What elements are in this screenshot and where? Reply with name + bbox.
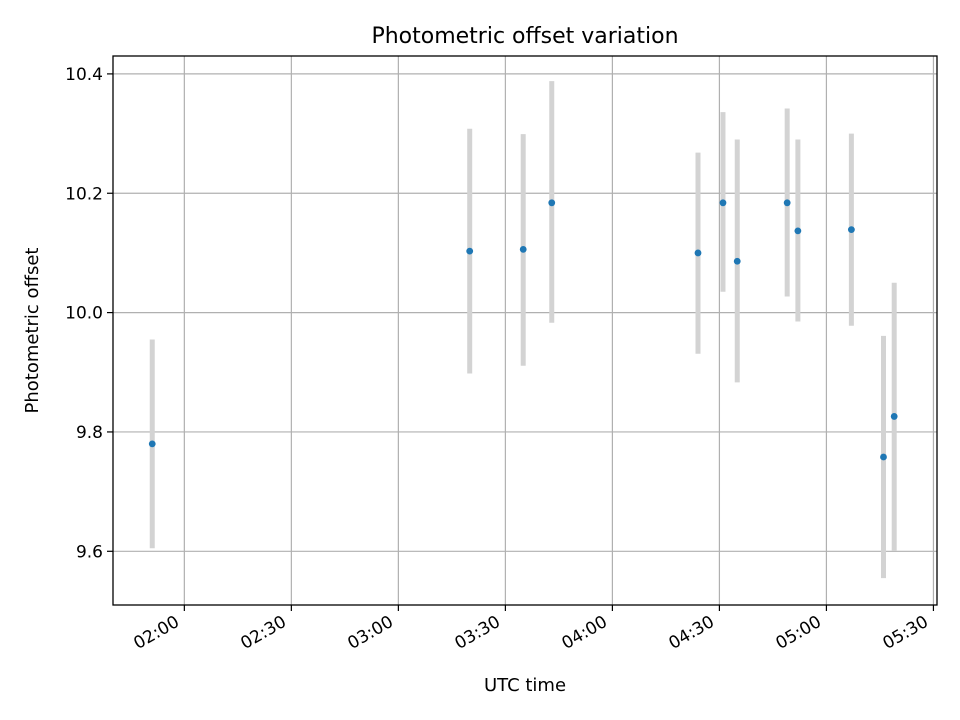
- x-tick-label: 05:00: [772, 612, 824, 654]
- data-points: [148, 199, 898, 461]
- x-axis-label: UTC time: [484, 675, 566, 696]
- data-point: [880, 453, 887, 461]
- x-tick-label: 02:30: [237, 612, 289, 654]
- data-point: [466, 247, 474, 255]
- y-tick-label: 9.6: [76, 542, 103, 562]
- x-tick-label: 03:30: [451, 612, 503, 654]
- data-point: [794, 227, 802, 235]
- y-axis-ticks: 9.6 9.8 10.0 10.2 10.4: [65, 65, 113, 562]
- error-bars: [149, 81, 897, 579]
- y-tick-label: 9.8: [76, 423, 103, 443]
- x-tick-label: 02:00: [130, 612, 182, 654]
- y-tick-label: 10.2: [65, 184, 103, 204]
- x-tick-label: 04:30: [665, 612, 717, 654]
- data-point: [847, 226, 855, 234]
- data-point: [719, 199, 727, 207]
- grid: [113, 56, 937, 605]
- chart-title: Photometric offset variation: [371, 24, 678, 49]
- data-point: [519, 245, 527, 253]
- data-point: [148, 440, 156, 448]
- x-tick-label: 03:00: [344, 612, 396, 654]
- data-point: [694, 249, 702, 257]
- y-axis-label: Photometric offset: [22, 248, 43, 414]
- x-axis-ticks: 02:00 02:30 03:00 03:30 04:00 04:30 05:00 05:30: [130, 605, 935, 654]
- y-tick-label: 10.0: [65, 304, 103, 324]
- x-tick-label: 05:30: [879, 612, 931, 654]
- data-point: [890, 413, 898, 420]
- plot-area-frame: [112, 55, 938, 606]
- data-point: [783, 199, 791, 207]
- x-tick-label: 04:00: [558, 612, 610, 654]
- data-point: [548, 199, 556, 207]
- y-tick-label: 10.4: [65, 65, 103, 85]
- data-point: [733, 257, 741, 265]
